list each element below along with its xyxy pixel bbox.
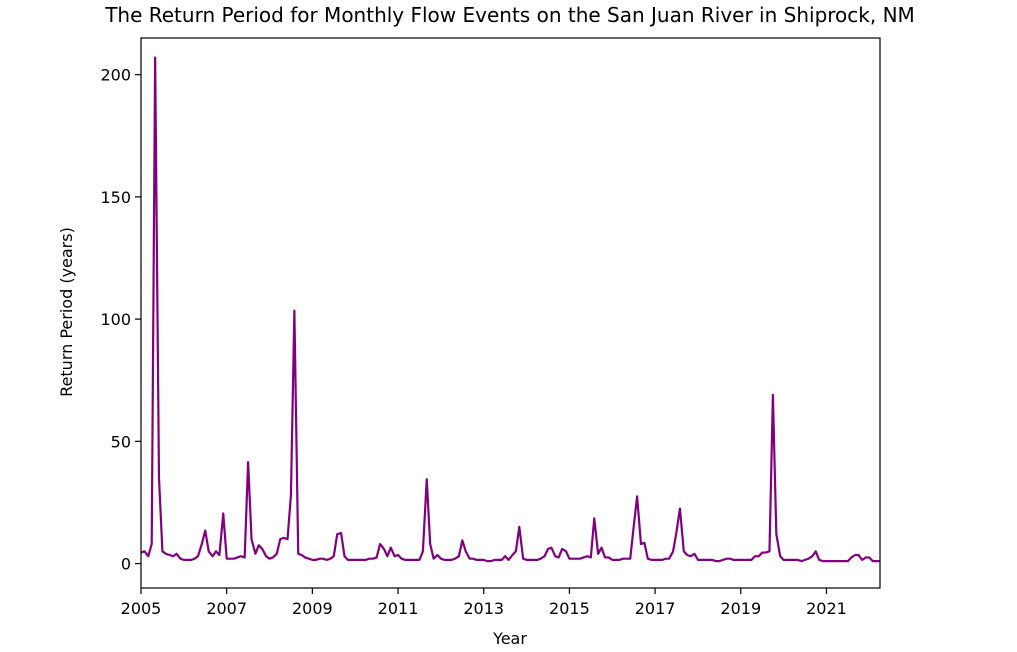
plot-frame xyxy=(140,37,881,589)
y-tick-label: 100 xyxy=(100,310,131,329)
y-tick-label: 0 xyxy=(121,555,131,574)
chart-title: The Return Period for Monthly Flow Event… xyxy=(104,3,915,27)
x-tick-label: 2021 xyxy=(806,599,847,618)
y-tick-label: 150 xyxy=(100,188,131,207)
x-tick-label: 2011 xyxy=(378,599,419,618)
plot-area: 2005 2007 2009 2011 2013 2015 2017 2019 2021 0 50 1… xyxy=(100,37,881,618)
x-tick-label: 2017 xyxy=(635,599,676,618)
x-tick-label: 2015 xyxy=(549,599,590,618)
y-tick-label: 50 xyxy=(111,432,131,451)
x-tick-label: 2007 xyxy=(206,599,247,618)
x-tick-label: 2009 xyxy=(292,599,333,618)
y-tick-label: 200 xyxy=(100,66,131,85)
x-tick-label: 2019 xyxy=(720,599,761,618)
series-line xyxy=(141,56,880,563)
x-axis-title: Year xyxy=(492,629,527,648)
y-axis-title: Return Period (years) xyxy=(57,227,76,397)
x-tick-label: 2005 xyxy=(121,599,162,618)
x-tick-label: 2013 xyxy=(463,599,504,618)
